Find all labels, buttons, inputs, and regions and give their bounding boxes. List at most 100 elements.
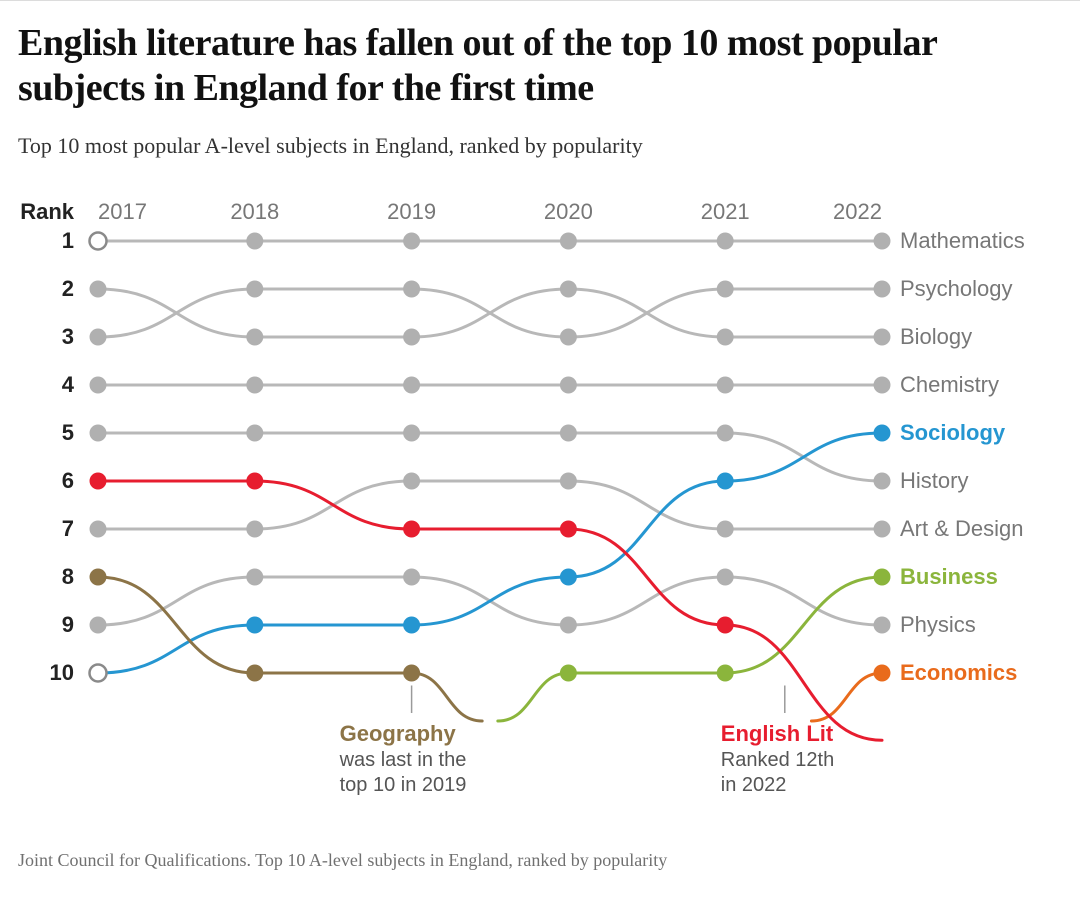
- series-marker: [246, 328, 263, 345]
- rank-tick: 5: [62, 420, 74, 445]
- series-marker: [560, 616, 577, 633]
- series-marker: [874, 328, 891, 345]
- series-marker: [717, 568, 734, 585]
- year-label: 2022: [833, 199, 882, 224]
- series-marker: [717, 616, 734, 633]
- series-marker: [874, 568, 891, 585]
- chart-subtitle: Top 10 most popular A-level subjects in …: [18, 133, 1062, 159]
- series-marker: [403, 568, 420, 585]
- series-markers: [90, 232, 891, 681]
- series-marker: [246, 520, 263, 537]
- series-marker: [90, 472, 107, 489]
- series-exit-tail: [412, 673, 483, 721]
- series-marker: [560, 232, 577, 249]
- series-marker: [90, 664, 107, 681]
- series-marker: [717, 472, 734, 489]
- series-marker: [403, 664, 420, 681]
- rank-tick: 7: [62, 516, 74, 541]
- annotation-body: top 10 in 2019: [340, 774, 467, 796]
- series-label: Sociology: [900, 420, 1006, 445]
- series-label: Psychology: [900, 276, 1013, 301]
- series-marker: [403, 616, 420, 633]
- series-marker: [403, 424, 420, 441]
- series-marker: [246, 376, 263, 393]
- series-label: Physics: [900, 612, 976, 637]
- annotation-body: Ranked 12th: [721, 749, 834, 771]
- rank-tick: 2: [62, 276, 74, 301]
- rank-tick: 10: [50, 660, 74, 685]
- series-marker: [90, 232, 107, 249]
- series-label: Biology: [900, 324, 972, 349]
- series-line: [98, 289, 882, 337]
- series-marker: [403, 376, 420, 393]
- series-marker: [246, 232, 263, 249]
- figure-container: English literature has fallen out of the…: [0, 0, 1080, 889]
- series-marker: [403, 472, 420, 489]
- series-marker: [874, 520, 891, 537]
- series-label: Mathematics: [900, 228, 1025, 253]
- series-marker: [246, 280, 263, 297]
- series-label: Economics: [900, 660, 1017, 685]
- bump-chart: 201720182019202020212022Rank12345678910M…: [18, 189, 1062, 834]
- series-marker: [717, 424, 734, 441]
- series-marker: [717, 664, 734, 681]
- series-marker: [717, 280, 734, 297]
- series-marker: [560, 520, 577, 537]
- series-marker: [560, 472, 577, 489]
- chart-source: Joint Council for Qualifications. Top 10…: [18, 850, 1062, 871]
- series-marker: [874, 616, 891, 633]
- series-lines: [98, 241, 882, 740]
- series-marker: [560, 664, 577, 681]
- series-marker: [874, 376, 891, 393]
- annotation-body: was last in the: [339, 749, 467, 771]
- series-marker: [874, 472, 891, 489]
- year-label: 2020: [544, 199, 593, 224]
- series-marker: [90, 424, 107, 441]
- series-label: Business: [900, 564, 998, 589]
- series-label: Art & Design: [900, 516, 1024, 541]
- series-marker: [560, 280, 577, 297]
- series-marker: [717, 232, 734, 249]
- series-label: History: [900, 468, 968, 493]
- rank-tick: 8: [62, 564, 74, 589]
- rank-tick: 1: [62, 228, 74, 253]
- series-entry-tail: [498, 673, 569, 721]
- series-line: [98, 481, 882, 740]
- series-marker: [90, 568, 107, 585]
- series-marker: [246, 664, 263, 681]
- year-label: 2019: [387, 199, 436, 224]
- series-marker: [717, 520, 734, 537]
- series-marker: [874, 232, 891, 249]
- series-marker: [246, 568, 263, 585]
- series-marker: [560, 568, 577, 585]
- bump-chart-svg: 201720182019202020212022Rank12345678910M…: [18, 189, 1062, 829]
- series-marker: [246, 616, 263, 633]
- series-marker: [560, 328, 577, 345]
- year-label: 2017: [98, 199, 147, 224]
- rank-tick: 6: [62, 468, 74, 493]
- rank-tick: 3: [62, 324, 74, 349]
- series-marker: [560, 424, 577, 441]
- series-marker: [403, 232, 420, 249]
- annotation-title: English Lit: [721, 721, 834, 746]
- series-label: Chemistry: [900, 372, 999, 397]
- rank-axis-label: Rank: [20, 199, 75, 224]
- rank-tick: 9: [62, 612, 74, 637]
- series-marker: [717, 328, 734, 345]
- series-marker: [874, 664, 891, 681]
- series-marker: [246, 472, 263, 489]
- series-marker: [246, 424, 263, 441]
- series-marker: [560, 376, 577, 393]
- chart-title: English literature has fallen out of the…: [18, 21, 1062, 111]
- series-marker: [403, 280, 420, 297]
- year-label: 2021: [701, 199, 750, 224]
- annotation-title: Geography: [340, 721, 457, 746]
- series-marker: [90, 280, 107, 297]
- year-label: 2018: [230, 199, 279, 224]
- series-marker: [90, 376, 107, 393]
- series-line: [98, 481, 882, 529]
- series-marker: [874, 424, 891, 441]
- series-line: [98, 433, 882, 481]
- series-marker: [90, 328, 107, 345]
- annotation-body: in 2022: [721, 774, 787, 796]
